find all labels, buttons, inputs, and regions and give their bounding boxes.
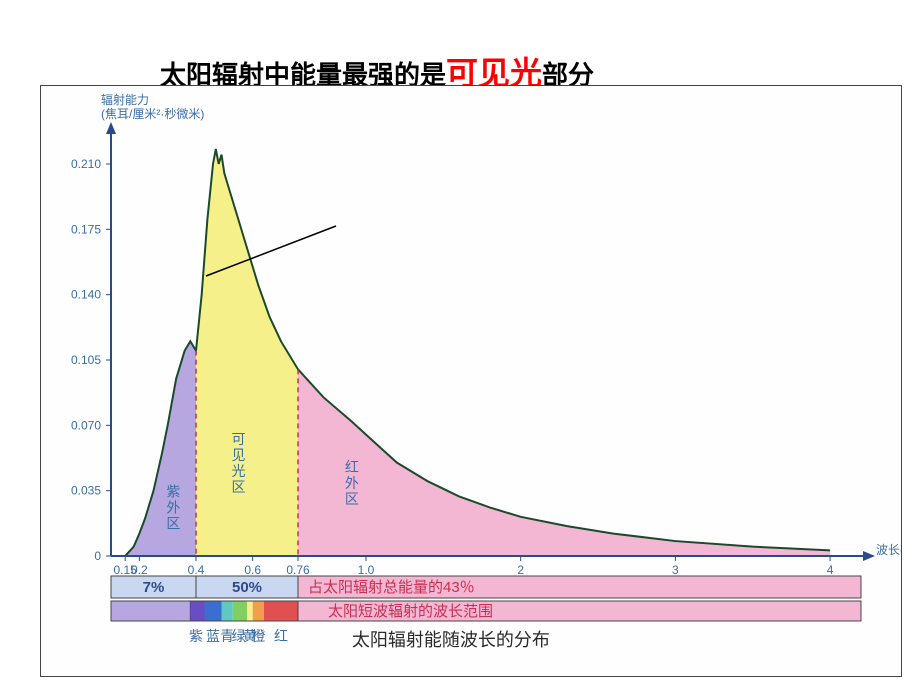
svg-text:0: 0 xyxy=(94,549,101,563)
svg-text:0.4: 0.4 xyxy=(188,563,205,577)
svg-text:0.6: 0.6 xyxy=(244,563,261,577)
svg-text:橙: 橙 xyxy=(251,628,265,644)
svg-text:0.76: 0.76 xyxy=(286,563,310,577)
svg-text:区: 区 xyxy=(166,515,180,531)
svg-text:红: 红 xyxy=(274,628,288,644)
svg-text:4: 4 xyxy=(827,563,834,577)
svg-text:波长(微米): 波长(微米) xyxy=(876,543,902,557)
svg-text:0.175: 0.175 xyxy=(71,222,101,236)
svg-text:3: 3 xyxy=(672,563,679,577)
svg-text:蓝: 蓝 xyxy=(206,628,220,644)
svg-text:0.140: 0.140 xyxy=(71,288,101,302)
solar-spectrum-chart: 0 0.035 0.070 0.105 0.140 0.175 0.210 辐射能力(焦耳/厘… xyxy=(40,85,902,677)
svg-text:占太阳辐射总能量的43％: 占太阳辐射总能量的43％ xyxy=(308,579,475,596)
svg-text:50%: 50% xyxy=(232,579,262,596)
svg-text:2: 2 xyxy=(517,563,524,577)
page-root: 太阳辐射中能量最强的是可见光部分 可见光 00.0350.0700.1050.1… xyxy=(0,0,920,690)
svg-text:辐射能力: 辐射能力 xyxy=(101,92,149,107)
svg-text:太阳辐射能随波长的分布: 太阳辐射能随波长的分布 xyxy=(352,630,550,650)
svg-text:区: 区 xyxy=(345,491,359,507)
svg-text:0.2: 0.2 xyxy=(131,563,148,577)
svg-text:(焦耳/厘米²·秒微米): (焦耳/厘米²·秒微米) xyxy=(101,107,204,121)
svg-text:光: 光 xyxy=(232,463,246,479)
svg-text:1.0: 1.0 xyxy=(358,563,375,577)
svg-text:7%: 7% xyxy=(143,579,165,596)
svg-text:0.210: 0.210 xyxy=(71,157,101,171)
svg-text:区: 区 xyxy=(232,479,246,495)
svg-text:外: 外 xyxy=(166,499,180,515)
svg-text:见: 见 xyxy=(232,447,246,463)
svg-text:0.070: 0.070 xyxy=(71,418,101,432)
svg-text:红: 红 xyxy=(345,459,359,475)
svg-text:紫: 紫 xyxy=(189,628,203,644)
svg-text:外: 外 xyxy=(345,475,359,491)
svg-text:0.035: 0.035 xyxy=(71,484,101,498)
svg-text:太阳短波辐射的波长范围: 太阳短波辐射的波长范围 xyxy=(328,603,493,620)
svg-text:0.105: 0.105 xyxy=(71,353,101,367)
svg-text:紫: 紫 xyxy=(166,483,180,499)
svg-text:可: 可 xyxy=(232,431,246,447)
